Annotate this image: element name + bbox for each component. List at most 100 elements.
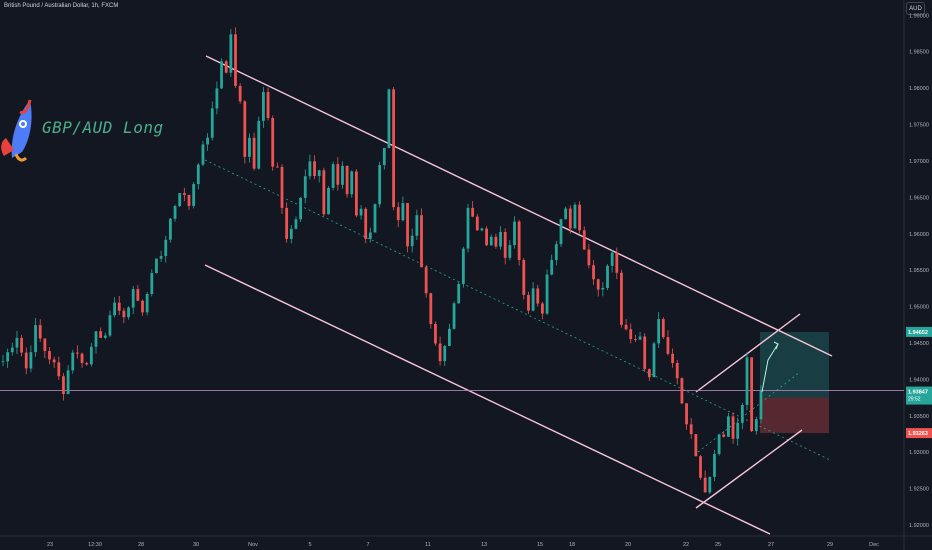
candle-body	[703, 477, 707, 493]
rising-lower-line[interactable]	[695, 429, 803, 509]
candle-body	[113, 302, 116, 316]
candle-body	[452, 303, 456, 329]
candle-body	[159, 256, 163, 259]
overlay-layer	[761, 341, 779, 393]
candle-body	[308, 161, 312, 177]
candle-body	[740, 405, 744, 423]
candle-body	[206, 137, 209, 145]
candle-body	[108, 315, 112, 336]
y-tick-label: 1.95000	[909, 305, 929, 311]
candle-body	[387, 89, 391, 148]
candle-body	[438, 343, 442, 362]
candle-body	[243, 101, 247, 157]
time-axis[interactable]: 23 12:30 28 30 Nov 5 7 11 13 15 18 20 22 25 27 29 Dec	[47, 542, 879, 548]
candle-body	[610, 252, 614, 266]
countdown-tag: 29:52	[908, 397, 921, 403]
drawings-layer	[0, 55, 904, 535]
candle-body	[252, 137, 256, 169]
candle-body	[280, 166, 284, 208]
candle-body	[480, 228, 484, 231]
target-zone[interactable]	[760, 331, 829, 398]
candle-body	[1, 361, 5, 363]
price-tag-0-bg	[906, 326, 932, 337]
candle-body	[638, 336, 642, 340]
candle-body	[513, 221, 516, 246]
candle-body	[145, 293, 149, 313]
candle-body	[536, 288, 540, 304]
channel-upper-line[interactable]	[205, 55, 833, 357]
current-price-tag-bg	[906, 386, 932, 405]
candle-body	[131, 289, 135, 308]
candle-body	[713, 453, 716, 477]
channel-lower-line[interactable]	[204, 264, 771, 535]
candle-body	[215, 88, 219, 109]
rising-midline	[697, 371, 801, 453]
candle-body	[29, 352, 33, 369]
candle-body	[466, 207, 470, 249]
candle-body	[341, 165, 344, 185]
candle-body	[66, 370, 70, 395]
candle-body	[89, 346, 93, 365]
arrow-head	[773, 341, 779, 350]
candle-body	[182, 193, 186, 195]
candle-body	[410, 235, 414, 247]
candle-body	[368, 232, 372, 239]
y-tick-label: 1.96000	[909, 232, 929, 238]
candle-body	[745, 357, 749, 406]
x-tick-label: 7	[366, 542, 369, 548]
candle-body	[503, 232, 507, 258]
currency-badge[interactable]: AUD	[906, 2, 925, 15]
x-tick-label: Dec	[869, 542, 879, 548]
candle-body	[661, 319, 665, 338]
x-tick-label: Nov	[248, 542, 258, 548]
candle-body	[522, 260, 526, 295]
candle-body	[299, 197, 302, 220]
y-tick-label: 1.99000	[909, 13, 929, 19]
candle-body	[550, 259, 554, 275]
candle-body	[559, 219, 563, 245]
candle-body	[173, 206, 177, 219]
candle-body	[415, 215, 419, 236]
candle-body	[48, 351, 51, 360]
candle-body	[731, 416, 735, 439]
y-tick-label: 1.92000	[909, 523, 929, 529]
trade-idea-annotation: GBP/AUD Long	[42, 118, 164, 137]
x-tick-label: 12:30	[88, 542, 102, 548]
candle-body	[275, 166, 279, 168]
candle-body	[382, 147, 386, 166]
y-tick-label: 1.94000	[909, 377, 929, 383]
candle-body	[322, 170, 326, 215]
candle-body	[229, 34, 233, 73]
channel-midline	[204, 159, 831, 461]
candle-body	[224, 61, 228, 73]
candle-body	[601, 287, 605, 290]
candle-body	[517, 221, 521, 261]
candle-body	[624, 324, 628, 330]
rising-upper-line[interactable]	[695, 313, 801, 393]
candle-body	[266, 92, 270, 119]
stop-zone[interactable]	[760, 397, 829, 434]
candle-body	[448, 328, 451, 347]
y-tick-label: 1.94500	[909, 341, 929, 347]
candle-body	[43, 338, 47, 352]
y-tick-label: 1.93000	[909, 450, 929, 456]
y-tick-label: 1.98000	[909, 86, 929, 92]
candle-body	[527, 294, 530, 311]
candle-body	[443, 346, 447, 362]
y-tick-label: 1.97500	[909, 123, 929, 129]
candle-body	[587, 249, 591, 266]
candle-body	[489, 236, 493, 246]
candle-body	[187, 194, 191, 206]
symbol-title: British Pound / Australian Dollar, 1h, F…	[4, 3, 119, 9]
candle-body	[499, 232, 502, 247]
price-axis[interactable]: 1.99000 1.98500 1.98000 1.97500 1.97000 1.965…	[906, 13, 932, 529]
candle-body	[294, 219, 298, 229]
candle-body	[336, 164, 340, 185]
candle-body	[578, 204, 581, 231]
candle-body	[285, 207, 289, 239]
candle-body	[592, 265, 595, 280]
candle-body	[666, 337, 670, 354]
candle-body	[271, 118, 275, 167]
candle-body	[717, 434, 721, 454]
